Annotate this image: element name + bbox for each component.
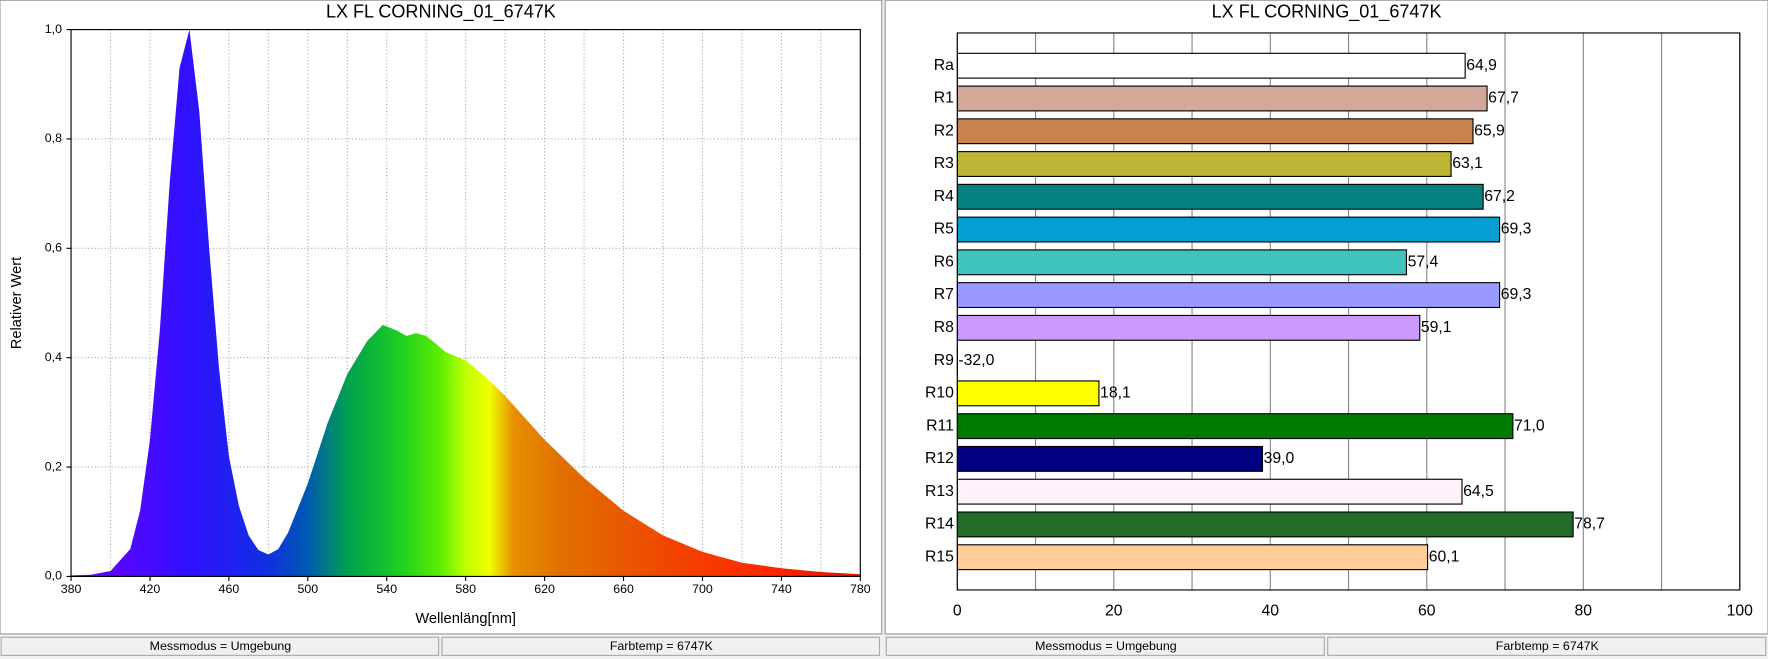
category-label: R14 (925, 516, 954, 533)
x-tick-label: 740 (771, 582, 792, 596)
spectrum-area (71, 29, 861, 577)
status-text: Farbtemp = 6747K (610, 639, 714, 653)
y-tick-label: 0,8 (45, 131, 62, 145)
value-label: 69,3 (1501, 221, 1532, 238)
value-label: 59,1 (1421, 319, 1452, 336)
category-label: R8 (934, 319, 954, 336)
bar (957, 314, 1421, 341)
bar (957, 511, 1574, 538)
value-label: 60,1 (1429, 548, 1460, 565)
status-box (0, 636, 440, 656)
value-label: 69,3 (1501, 286, 1532, 303)
bar (957, 118, 1474, 145)
y-axis-label: Relativer Wert (9, 257, 25, 349)
x-tick-label: 460 (219, 582, 240, 596)
category-label: R6 (934, 253, 954, 270)
value-label: 63,1 (1452, 155, 1483, 172)
status-text: Farbtemp = 6747K (1496, 639, 1600, 653)
category-label: R7 (934, 286, 954, 303)
value-label: 65,9 (1474, 122, 1505, 139)
bar (957, 216, 1501, 243)
category-label: R3 (934, 155, 954, 172)
x-tick-label: 40 (1262, 603, 1280, 620)
x-tick-label: 700 (692, 582, 713, 596)
bar (957, 413, 1514, 440)
x-tick-label: 420 (140, 582, 161, 596)
plot-frame (70, 29, 861, 577)
chart-title: LX FL CORNING_01_6747K (1212, 1, 1442, 22)
value-label: 67,7 (1488, 90, 1519, 107)
status-box (1327, 636, 1767, 656)
category-label: R5 (934, 221, 954, 238)
category-label: R1 (934, 90, 954, 107)
value-label: 78,7 (1574, 516, 1605, 533)
value-label: 71,0 (1514, 417, 1545, 434)
x-tick-label: 80 (1575, 603, 1593, 620)
status-text: Messmodus = Umgebung (150, 639, 292, 653)
x-tick-label: 660 (613, 582, 634, 596)
value-label: 39,0 (1264, 450, 1295, 467)
x-tick-label: 0 (953, 603, 962, 620)
bar (957, 52, 1466, 79)
category-label: R15 (925, 548, 954, 565)
category-label: R9 (934, 352, 954, 369)
category-label: Ra (934, 57, 954, 74)
bar (957, 151, 1452, 177)
chart-title: LX FL CORNING_01_6747K (326, 1, 556, 22)
x-tick-label: 20 (1105, 603, 1123, 620)
value-label: 57,4 (1408, 253, 1439, 270)
x-tick-label: 100 (1727, 603, 1754, 620)
category-label: R12 (925, 450, 954, 467)
bar (957, 478, 1463, 505)
value-label: 64,5 (1463, 483, 1494, 500)
category-label: R13 (925, 483, 954, 500)
status-text: Messmodus = Umgebung (1035, 639, 1177, 653)
status-box (441, 636, 881, 656)
bar (957, 85, 1488, 112)
plot-frame (956, 32, 1741, 591)
x-tick-label: 780 (850, 582, 871, 596)
category-label: R11 (926, 417, 954, 434)
bar (957, 249, 1408, 276)
category-label: R4 (934, 188, 954, 205)
y-tick-label: 0,0 (45, 569, 62, 583)
x-tick-label: 620 (534, 582, 555, 596)
category-label: R2 (934, 122, 954, 139)
bar (957, 380, 1100, 407)
status-box (885, 636, 1325, 656)
value-label: 64,9 (1466, 57, 1497, 74)
y-tick-label: 0,2 (45, 459, 62, 473)
x-tick-label: 540 (376, 582, 397, 596)
value-label: 67,2 (1484, 188, 1515, 205)
bar (957, 445, 1264, 472)
value-label: 18,1 (1100, 385, 1131, 402)
y-tick-label: 1,0 (45, 22, 62, 36)
value-label: -32,0 (958, 352, 994, 369)
category-label: R10 (925, 385, 954, 402)
y-tick-label: 0,4 (45, 350, 62, 364)
y-tick-label: 0,6 (45, 241, 62, 255)
bar (957, 544, 1429, 571)
x-tick-label: 500 (297, 582, 318, 596)
bar (957, 183, 1484, 210)
bar (957, 282, 1501, 309)
x-tick-label: 580 (455, 582, 476, 596)
x-tick-label: 380 (61, 582, 82, 596)
x-tick-label: 60 (1418, 603, 1436, 620)
x-axis-label: Wellenläng[nm] (415, 611, 516, 627)
